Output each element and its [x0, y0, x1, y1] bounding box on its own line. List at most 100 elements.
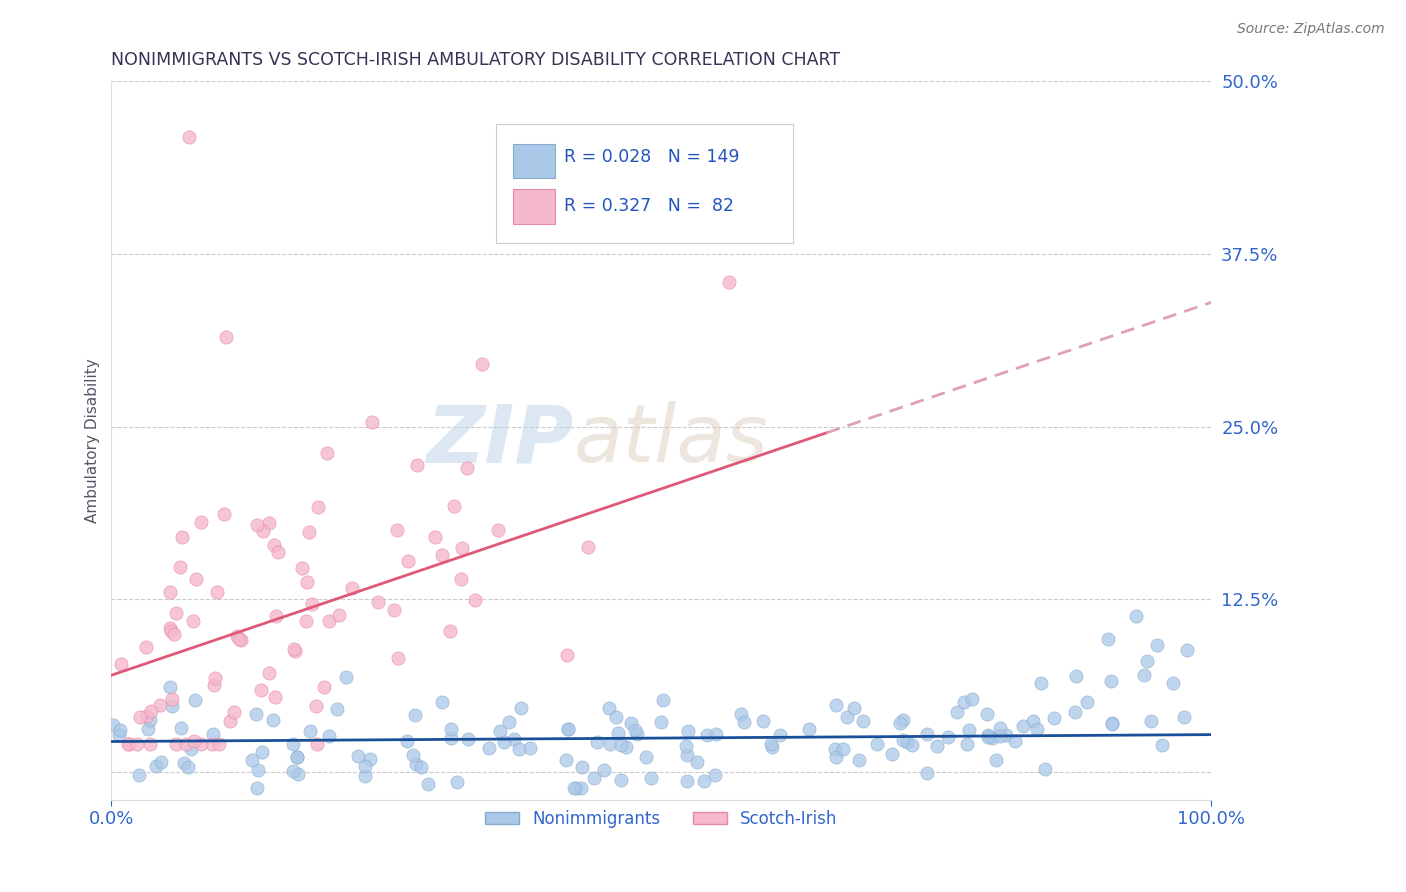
Point [318, 615, 340, 629]
Point [184, 692, 207, 706]
Point [704, 727, 727, 741]
Point [952, 695, 974, 709]
Point [326, 701, 349, 715]
Point [283, 642, 305, 657]
Point [396, 554, 419, 568]
Point [676, 773, 699, 788]
Point [1033, 763, 1056, 777]
Point [799, 723, 821, 737]
Point [159, 621, 181, 635]
Text: Source: ZipAtlas.com: Source: ZipAtlas.com [1237, 22, 1385, 37]
Point [977, 728, 1000, 742]
Point [335, 670, 357, 684]
Point [901, 739, 924, 753]
Point [946, 705, 969, 719]
Point [214, 330, 236, 344]
Point [291, 561, 314, 575]
Point [464, 593, 486, 607]
Point [110, 657, 132, 672]
Point [994, 728, 1017, 742]
Point [880, 747, 903, 761]
Point [439, 624, 461, 638]
Point [852, 714, 875, 728]
Point [316, 446, 339, 460]
Point [264, 690, 287, 705]
Text: atlas: atlas [574, 401, 768, 479]
Point [135, 640, 157, 655]
Point [562, 781, 585, 796]
Point [201, 737, 224, 751]
Point [281, 764, 304, 779]
Point [127, 737, 149, 751]
Text: R = 0.327   N =  82: R = 0.327 N = 82 [564, 196, 734, 215]
Point [162, 699, 184, 714]
Point [183, 734, 205, 748]
Point [246, 763, 269, 777]
Point [139, 704, 162, 718]
Point [1064, 669, 1087, 683]
Point [402, 748, 425, 763]
Point [752, 714, 775, 728]
Point [1043, 711, 1066, 725]
Point [917, 727, 939, 741]
Point [118, 737, 141, 751]
Point [250, 745, 273, 759]
Point [457, 731, 479, 746]
Point [361, 416, 384, 430]
Point [494, 735, 516, 749]
FancyBboxPatch shape [513, 144, 555, 178]
Point [165, 607, 187, 621]
FancyBboxPatch shape [513, 189, 555, 224]
Point [1125, 608, 1147, 623]
Point [598, 700, 620, 714]
Point [1101, 673, 1123, 688]
Point [915, 765, 938, 780]
Point [149, 755, 172, 769]
Point [456, 460, 478, 475]
Point [626, 727, 648, 741]
Point [418, 777, 440, 791]
Point [696, 729, 718, 743]
Point [1031, 675, 1053, 690]
Point [128, 710, 150, 724]
Point [139, 713, 162, 727]
Point [219, 714, 242, 728]
Point [976, 707, 998, 722]
Point [159, 680, 181, 694]
Point [1146, 639, 1168, 653]
Point [160, 692, 183, 706]
Point [266, 545, 288, 559]
Point [984, 753, 1007, 767]
Point [257, 516, 280, 530]
Point [733, 714, 755, 729]
Point [440, 731, 463, 746]
Point [571, 760, 593, 774]
Point [614, 739, 637, 754]
Point [936, 730, 959, 744]
Point [207, 584, 229, 599]
Point [347, 748, 370, 763]
Point [1004, 733, 1026, 747]
Point [565, 781, 588, 796]
Point [510, 701, 533, 715]
Point [1101, 717, 1123, 731]
Point [201, 727, 224, 741]
Point [557, 723, 579, 737]
Point [246, 781, 269, 796]
Point [354, 758, 377, 772]
Point [605, 710, 627, 724]
Point [176, 760, 198, 774]
Point [314, 680, 336, 694]
Point [149, 698, 172, 712]
Point [988, 721, 1011, 735]
Point [957, 723, 980, 738]
Point [283, 737, 305, 751]
Point [1063, 705, 1085, 719]
Point [229, 632, 252, 647]
Point [180, 742, 202, 756]
Point [298, 724, 321, 739]
Point [896, 735, 918, 749]
Point [675, 739, 697, 753]
Point [1026, 722, 1049, 736]
Point [181, 614, 204, 628]
